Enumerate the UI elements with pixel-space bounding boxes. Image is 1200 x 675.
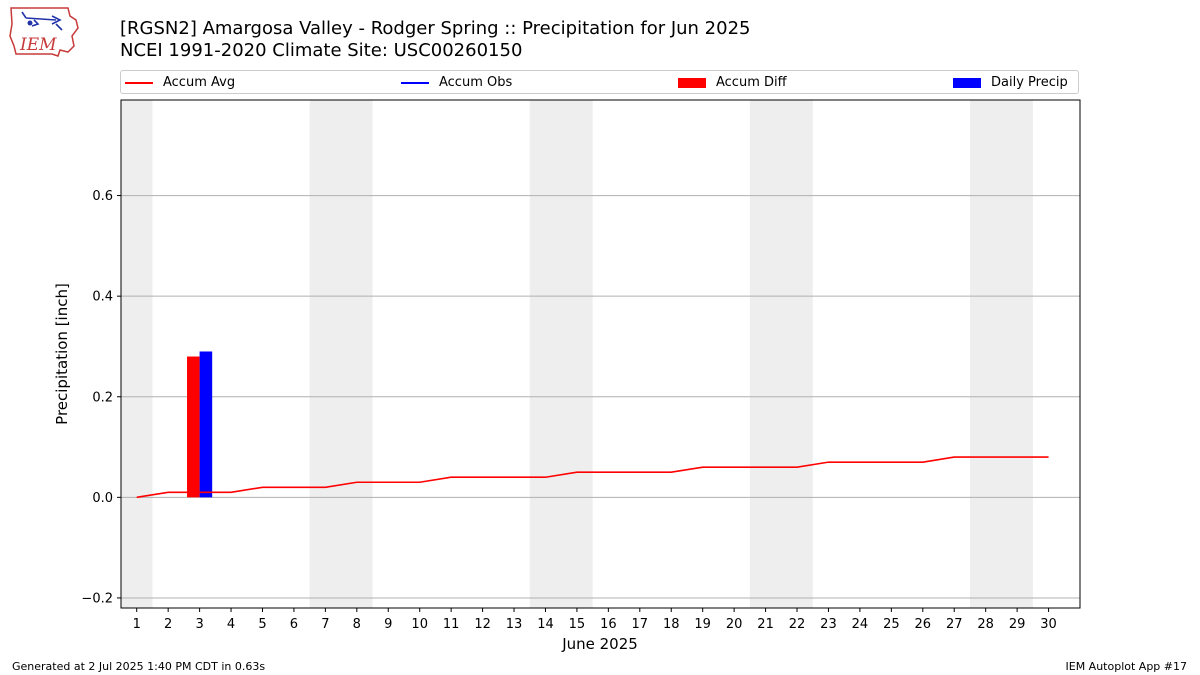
x-tick-label: 23 bbox=[820, 617, 837, 632]
plot-frame bbox=[120, 99, 1081, 609]
x-tick-label: 7 bbox=[321, 617, 329, 632]
x-tick-label: 3 bbox=[195, 617, 203, 632]
legend-label: Accum Avg bbox=[163, 75, 236, 90]
chart-title: [RGSN2] Amargosa Valley - Rodger Spring … bbox=[120, 18, 751, 39]
weekend-band bbox=[529, 100, 593, 608]
x-tick-label: 1 bbox=[133, 617, 141, 632]
x-tick-label: 25 bbox=[883, 617, 900, 632]
weekend-band bbox=[969, 100, 1033, 608]
x-tick-label: 4 bbox=[227, 617, 235, 632]
legend-item-accum-obs: Accum Obs bbox=[401, 74, 512, 92]
weather-station-icon bbox=[21, 11, 63, 31]
x-tick-label: 26 bbox=[915, 617, 932, 632]
footer-app: IEM Autoplot App #17 bbox=[1065, 660, 1188, 673]
x-tick-label: 29 bbox=[1009, 617, 1026, 632]
y-axis-label: Precipitation [inch] bbox=[53, 283, 71, 425]
bars bbox=[187, 351, 213, 498]
x-ticks: 1 2 3 4 5 6 7 8 9 10 11 12 13 14 15 16 17 18 19 20 21 22 23 24 2… bbox=[133, 608, 1057, 632]
legend-swatch-accum-avg bbox=[125, 81, 153, 84]
bar-accum-diff bbox=[187, 356, 200, 498]
x-tick-label: 6 bbox=[290, 617, 298, 632]
x-tick-label: 9 bbox=[384, 617, 392, 632]
legend-item-daily-precip: Daily Precip bbox=[953, 74, 1068, 92]
gridlines bbox=[121, 195, 1080, 599]
weekend-band bbox=[121, 100, 153, 608]
x-tick-label: 21 bbox=[757, 617, 774, 632]
weekend-band bbox=[749, 100, 813, 608]
legend-item-accum-diff: Accum Diff bbox=[678, 74, 787, 92]
weekend-shading bbox=[121, 100, 1033, 608]
legend-swatch-accum-diff bbox=[678, 77, 706, 88]
x-tick-label: 14 bbox=[537, 617, 554, 632]
x-tick-label: 8 bbox=[353, 617, 361, 632]
iem-logo: IEM bbox=[8, 6, 80, 58]
legend-label: Daily Precip bbox=[991, 75, 1068, 90]
legend: Accum Avg Accum Obs Accum Diff Daily Pre… bbox=[120, 70, 1079, 94]
legend-swatch-daily-precip bbox=[953, 77, 981, 88]
chart-subtitle: NCEI 1991-2020 Climate Site: USC00260150 bbox=[120, 40, 523, 61]
x-tick-label: 19 bbox=[694, 617, 711, 632]
x-tick-label: 17 bbox=[632, 617, 649, 632]
x-axis-label: June 2025 bbox=[561, 635, 638, 653]
y-tick-label: 0.6 bbox=[92, 189, 113, 204]
x-tick-label: 16 bbox=[600, 617, 617, 632]
y-ticks: −0.2 0.0 0.2 0.4 0.6 bbox=[81, 189, 121, 606]
legend-label: Accum Diff bbox=[716, 75, 787, 90]
x-tick-label: 18 bbox=[663, 617, 680, 632]
sensor-dot-icon bbox=[27, 20, 33, 26]
x-tick-label: 15 bbox=[569, 617, 586, 632]
x-tick-label: 30 bbox=[1040, 617, 1057, 632]
x-tick-label: 28 bbox=[977, 617, 994, 632]
footer-generated: Generated at 2 Jul 2025 1:40 PM CDT in 0… bbox=[12, 660, 266, 673]
y-tick-label: 0.4 bbox=[92, 290, 113, 305]
x-tick-label: 10 bbox=[411, 617, 428, 632]
x-tick-label: 12 bbox=[474, 617, 491, 632]
line-accum-avg bbox=[136, 456, 1049, 499]
x-tick-label: 24 bbox=[852, 617, 869, 632]
logo-text: IEM bbox=[19, 35, 57, 55]
x-tick-label: 20 bbox=[726, 617, 743, 632]
x-tick-label: 2 bbox=[164, 617, 172, 632]
weekend-band bbox=[309, 100, 373, 608]
legend-swatch-accum-obs bbox=[401, 81, 429, 84]
y-tick-label: 0.0 bbox=[92, 491, 113, 506]
y-tick-label: −0.2 bbox=[81, 591, 113, 606]
legend-item-accum-avg: Accum Avg bbox=[125, 74, 235, 92]
x-tick-label: 22 bbox=[789, 617, 806, 632]
y-tick-label: 0.2 bbox=[92, 390, 113, 405]
x-tick-label: 5 bbox=[258, 617, 266, 632]
x-tick-label: 11 bbox=[443, 617, 460, 632]
x-tick-label: 27 bbox=[946, 617, 963, 632]
legend-label: Accum Obs bbox=[439, 75, 513, 90]
x-tick-label: 13 bbox=[506, 617, 523, 632]
bar-daily-precip bbox=[199, 351, 213, 498]
lines bbox=[136, 456, 1049, 499]
